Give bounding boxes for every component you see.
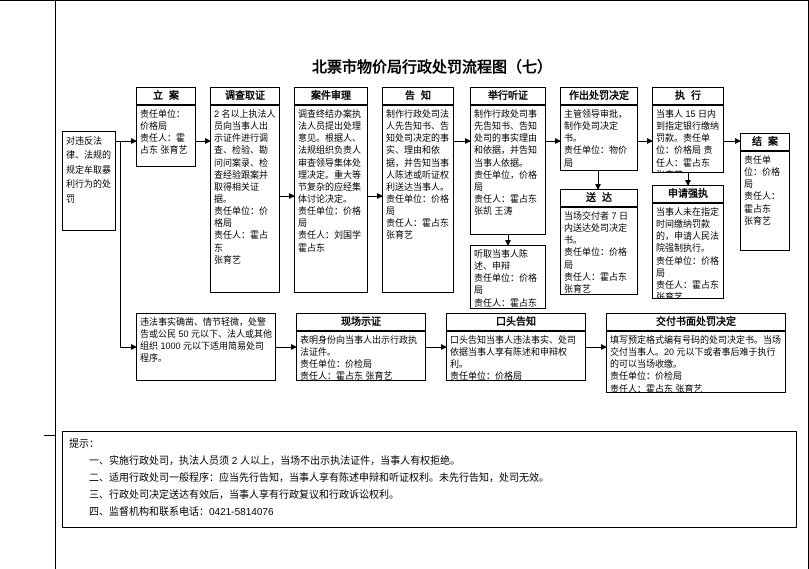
node-sub-body-6: 当事人未在指定时间缴纳罚款的，申请人民法院强制执行。 责任单位：价格局 责任人：… xyxy=(652,203,724,299)
node-text: 填写预定格式编有号码的处司决定书。当场交付当事人。20 元以下或者事后难于执行的… xyxy=(610,334,782,393)
node-sub-body-5: 当场交付者 7 日内送达处司决定书。 责任单位：价格局 责任人：霍占东 张育艺 xyxy=(560,207,638,295)
node-body-1: 2 名以上执法人员向当事人出示证件进行调查、检验、勘问问案录、检查经验跟案并取得… xyxy=(210,105,280,293)
tips-line: 二、适用行政处司一般程序：应当先行告知，当事人享有陈述申辩和听证权利。未先行告知… xyxy=(69,470,790,487)
node-body-7: 责任单位：价格局 责任人：霍占东 张育艺 xyxy=(740,151,790,251)
tips-line: 四、监督机构和联系电话：0421-5814076 xyxy=(69,504,790,521)
node-text: 制作行政处司事先告知书、告知处司的事实理由和依据，并告知当事人依据。 责任单位，… xyxy=(474,108,542,217)
node-bottom-header-1: 现场示证 xyxy=(296,313,426,331)
node-sub-header-6: 申请强执 xyxy=(652,185,724,203)
arrow xyxy=(454,141,470,142)
node-text: 调查终结办案执法人员提出处理意见。根据人、法规组织负责人审查领导集体处理决定。重… xyxy=(298,108,364,254)
arrow xyxy=(724,141,740,142)
node-bottom-body-3: 填写预定格式编有号码的处司决定书。当场交付当事人。20 元以下或者事后难于执行的… xyxy=(606,331,786,393)
node-title: 案件审理 xyxy=(298,90,364,104)
node-body-2: 调查终结办案执法人员提出处理意见。根据人、法规组织负责人审查领导集体处理决定。重… xyxy=(294,105,368,293)
node-sub-text: 当事人未在指定时间缴纳罚款的，申请人民法院强制执行。 责任单位：价格局 责任人：… xyxy=(656,206,720,299)
node-sub-4: 听取当事人陈述、申辩 责任单位：价格局 责任人：霍占东 张育艺 xyxy=(470,245,546,309)
node-sub-text: 当场交付者 7 日内送达处司决定书。 责任单位：价格局 责任人：霍占东 张育艺 xyxy=(564,210,634,295)
arrow xyxy=(276,347,296,348)
node-title: 现场示证 xyxy=(300,316,422,330)
node-text: 主管领导审批，制作处司决定书。 责任单位：物价局 责任人：霍占东 xyxy=(564,108,634,171)
node-sub-title: 申请强执 xyxy=(656,188,720,202)
node-text: 表明身份向当事人出示行政执法证件。 责任单位：价检局 责任人：霍占东 张育艺 xyxy=(300,334,422,381)
arrow xyxy=(586,347,606,348)
arrow xyxy=(598,171,599,189)
node-sub-title: 听取当事人陈述、申辩 xyxy=(474,248,542,272)
node-header-5: 作出处罚决定 xyxy=(560,87,638,105)
node-title: 举行听证 xyxy=(474,90,542,104)
tips-box: 提示： 一、实施行政处司，执法人员须 2 人以上，当场不出示执法证件，当事人有权… xyxy=(62,431,797,528)
node-bottom-header-2: 口头告知 xyxy=(446,313,586,331)
arrow xyxy=(638,141,652,142)
page: 北票市物价局行政处罚流程图（七） 对违反法律、法规的规定牟取暴利行为的处罚 立案… xyxy=(0,0,809,568)
node-title: 调查取证 xyxy=(214,90,276,104)
node-title: 立案 xyxy=(140,90,192,104)
arrow xyxy=(546,141,560,142)
node-start: 对违反法律、法规的规定牟取暴利行为的处罚 xyxy=(62,131,116,231)
node-sub-text: 责任单位：价格局 责任人：霍占东 张育艺 xyxy=(474,272,542,309)
connector xyxy=(116,141,121,142)
node-bottom-body-2: 口头告知当事人违法事实、处司依据当事人享有陈述和申辩权利。 责任单位：价格局 责… xyxy=(446,331,586,381)
node-body-5: 主管领导审批，制作处司决定书。 责任单位：物价局 责任人：霍占东 xyxy=(560,105,638,171)
arrow xyxy=(120,347,136,348)
node-text: 责任单位：价格局 责任人：霍占东 张育艺 xyxy=(140,108,192,157)
node-body-6: 当事人 15 日内到指定银行缴纳罚款。责任单位：价格局 责任人：霍占东 张育艺 xyxy=(652,105,724,173)
arrow xyxy=(508,235,509,245)
node-sub-title: 送达 xyxy=(564,192,634,206)
node-title: 作出处罚决定 xyxy=(564,90,634,104)
connector xyxy=(120,141,121,347)
node-text: 制作行政处司法人先告知书、告知处司决定的事实、理由和依据，并告知当事人陈述或听证… xyxy=(386,108,450,242)
node-title: 交付书面处罚决定 xyxy=(610,316,782,330)
tips-line: 一、实施行政处司，执法人员须 2 人以上，当场不出示执法证件，当事人有权拒绝。 xyxy=(69,453,790,470)
node-title: 执行 xyxy=(656,90,720,104)
arrow xyxy=(426,347,446,348)
node-body-3: 制作行政处司法人先告知书、告知处司决定的事实、理由和依据，并告知当事人陈述或听证… xyxy=(382,105,454,293)
arrow xyxy=(196,141,210,142)
node-header-7: 结案 xyxy=(740,133,790,151)
node-bottom-header-3: 交付书面处罚决定 xyxy=(606,313,786,331)
node-header-0: 立案 xyxy=(136,87,196,105)
node-bottom-body-1: 表明身份向当事人出示行政执法证件。 责任单位：价检局 责任人：霍占东 张育艺 xyxy=(296,331,426,381)
node-title: 结案 xyxy=(744,136,786,150)
node-text: 责任单位：价格局 责任人：霍占东 张育艺 xyxy=(744,154,786,227)
page-margin-left xyxy=(55,1,56,569)
node-body-0: 责任单位：价格局 责任人：霍占东 张育艺 xyxy=(136,105,196,167)
node-text: 当事人 15 日内到指定银行缴纳罚款。责任单位：价格局 责任人：霍占东 张育艺 xyxy=(656,108,720,173)
node-header-1: 调查取证 xyxy=(210,87,280,105)
node-title: 口头告知 xyxy=(450,316,582,330)
node-body-4: 制作行政处司事先告知书、告知处司的事实理由和依据，并告知当事人依据。 责任单位，… xyxy=(470,105,546,235)
page-title: 北票市物价局行政处罚流程图（七） xyxy=(55,56,809,77)
node-text: 违法事实确凿、情节轻微，处警告或公民 50 元以下、法人或其他组织 1000 元… xyxy=(140,316,272,365)
node-bottom-0: 违法事实确凿、情节轻微，处警告或公民 50 元以下、法人或其他组织 1000 元… xyxy=(136,313,276,381)
node-header-4: 举行听证 xyxy=(470,87,546,105)
arrow xyxy=(280,196,294,197)
node-header-6: 执行 xyxy=(652,87,724,105)
node-header-3: 告知 xyxy=(382,87,454,105)
arrow xyxy=(368,196,382,197)
node-text: 口头告知当事人违法事实、处司依据当事人享有陈述和申辩权利。 责任单位：价格局 责… xyxy=(450,334,582,381)
node-sub-header-5: 送达 xyxy=(560,189,638,207)
node-title: 告知 xyxy=(386,90,450,104)
crop-mark xyxy=(44,435,56,436)
node-header-2: 案件审理 xyxy=(294,87,368,105)
node-text: 2 名以上执法人员向当事人出示证件进行调查、检验、勘问问案录、检查经验跟案并取得… xyxy=(214,108,276,266)
node-start-text: 对违反法律、法规的规定牟取暴利行为的处罚 xyxy=(66,134,112,206)
tips-line: 三、行政处司决定送达有效后，当事人享有行政复议和行政诉讼权利。 xyxy=(69,487,790,504)
arrow xyxy=(688,173,689,185)
tips-label: 提示： xyxy=(69,436,790,453)
